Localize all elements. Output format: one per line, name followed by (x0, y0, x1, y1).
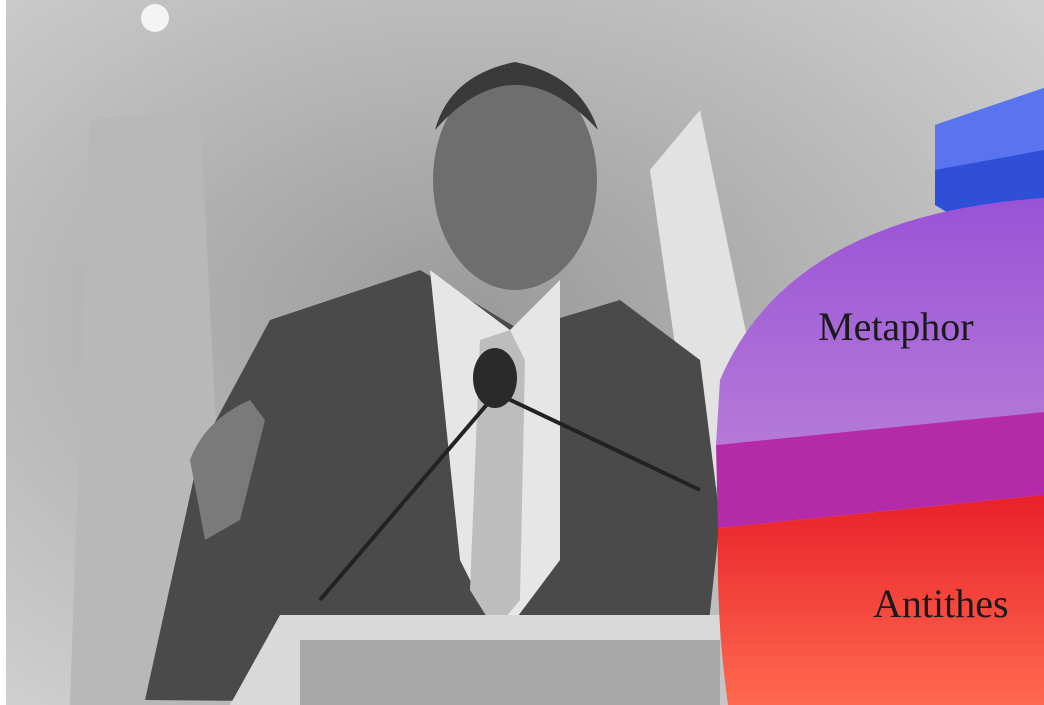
pie-label: Antithes (873, 581, 1009, 626)
podium-front (300, 640, 720, 705)
page: Metaphor Antithes (() => { const data = … (0, 0, 1044, 705)
microphone-head (473, 348, 517, 408)
stage-light (141, 4, 169, 32)
photo-border (0, 0, 6, 705)
scene: Metaphor Antithes (0, 0, 1044, 705)
pie-label: Metaphor (818, 304, 974, 349)
